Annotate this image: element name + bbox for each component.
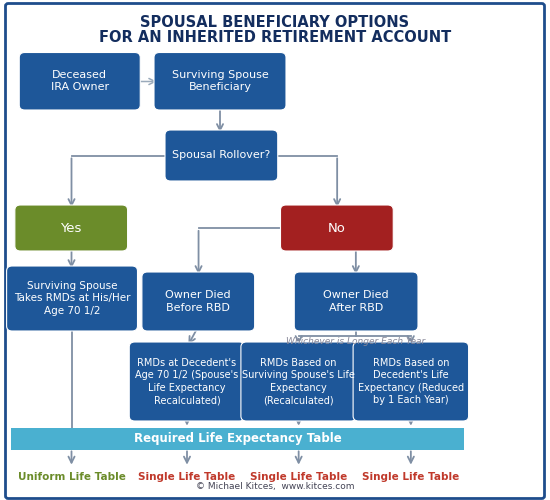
Text: © Michael Kitces,  www.kitces.com: © Michael Kitces, www.kitces.com (196, 482, 354, 491)
Text: Single Life Table: Single Life Table (139, 472, 235, 482)
Text: Owner Died
After RBD: Owner Died After RBD (323, 290, 389, 312)
Text: RMDs at Decedent's
Age 70 1/2 (Spouse's
Life Expectancy
Recalculated): RMDs at Decedent's Age 70 1/2 (Spouse's … (135, 358, 239, 405)
Text: RMDs Based on
Decedent's Life
Expectancy (Reduced
by 1 Each Year): RMDs Based on Decedent's Life Expectancy… (358, 358, 464, 405)
FancyBboxPatch shape (154, 52, 286, 110)
Text: Spousal Rollover?: Spousal Rollover? (172, 150, 271, 160)
Text: Surviving Spouse
Beneficiary: Surviving Spouse Beneficiary (172, 70, 268, 92)
FancyBboxPatch shape (165, 130, 278, 181)
FancyBboxPatch shape (294, 272, 418, 331)
FancyBboxPatch shape (19, 52, 140, 110)
Text: No: No (328, 222, 346, 234)
Text: Yes: Yes (60, 222, 82, 234)
Text: Uniform Life Table: Uniform Life Table (18, 472, 126, 482)
FancyBboxPatch shape (142, 272, 255, 331)
FancyBboxPatch shape (241, 342, 356, 421)
FancyBboxPatch shape (129, 342, 245, 421)
Text: Single Life Table: Single Life Table (250, 472, 347, 482)
FancyBboxPatch shape (7, 266, 138, 331)
Text: Required Life Expectancy Table: Required Life Expectancy Table (134, 432, 342, 445)
Text: Whichever is Longer Each Year: Whichever is Longer Each Year (286, 336, 426, 345)
FancyBboxPatch shape (15, 205, 128, 251)
FancyBboxPatch shape (6, 4, 544, 498)
Text: Single Life Table: Single Life Table (362, 472, 459, 482)
Text: Owner Died
Before RBD: Owner Died Before RBD (166, 290, 231, 312)
FancyBboxPatch shape (11, 428, 464, 450)
FancyBboxPatch shape (353, 342, 469, 421)
Text: FOR AN INHERITED RETIREMENT ACCOUNT: FOR AN INHERITED RETIREMENT ACCOUNT (99, 30, 451, 45)
Text: Surviving Spouse
Takes RMDs at His/Her
Age 70 1/2: Surviving Spouse Takes RMDs at His/Her A… (14, 281, 130, 316)
Text: RMDs Based on
Surviving Spouse's Life
Expectancy
(Recalculated): RMDs Based on Surviving Spouse's Life Ex… (242, 358, 355, 405)
Text: Deceased
IRA Owner: Deceased IRA Owner (51, 70, 109, 92)
Text: SPOUSAL BENEFICIARY OPTIONS: SPOUSAL BENEFICIARY OPTIONS (140, 15, 410, 30)
FancyBboxPatch shape (280, 205, 393, 251)
